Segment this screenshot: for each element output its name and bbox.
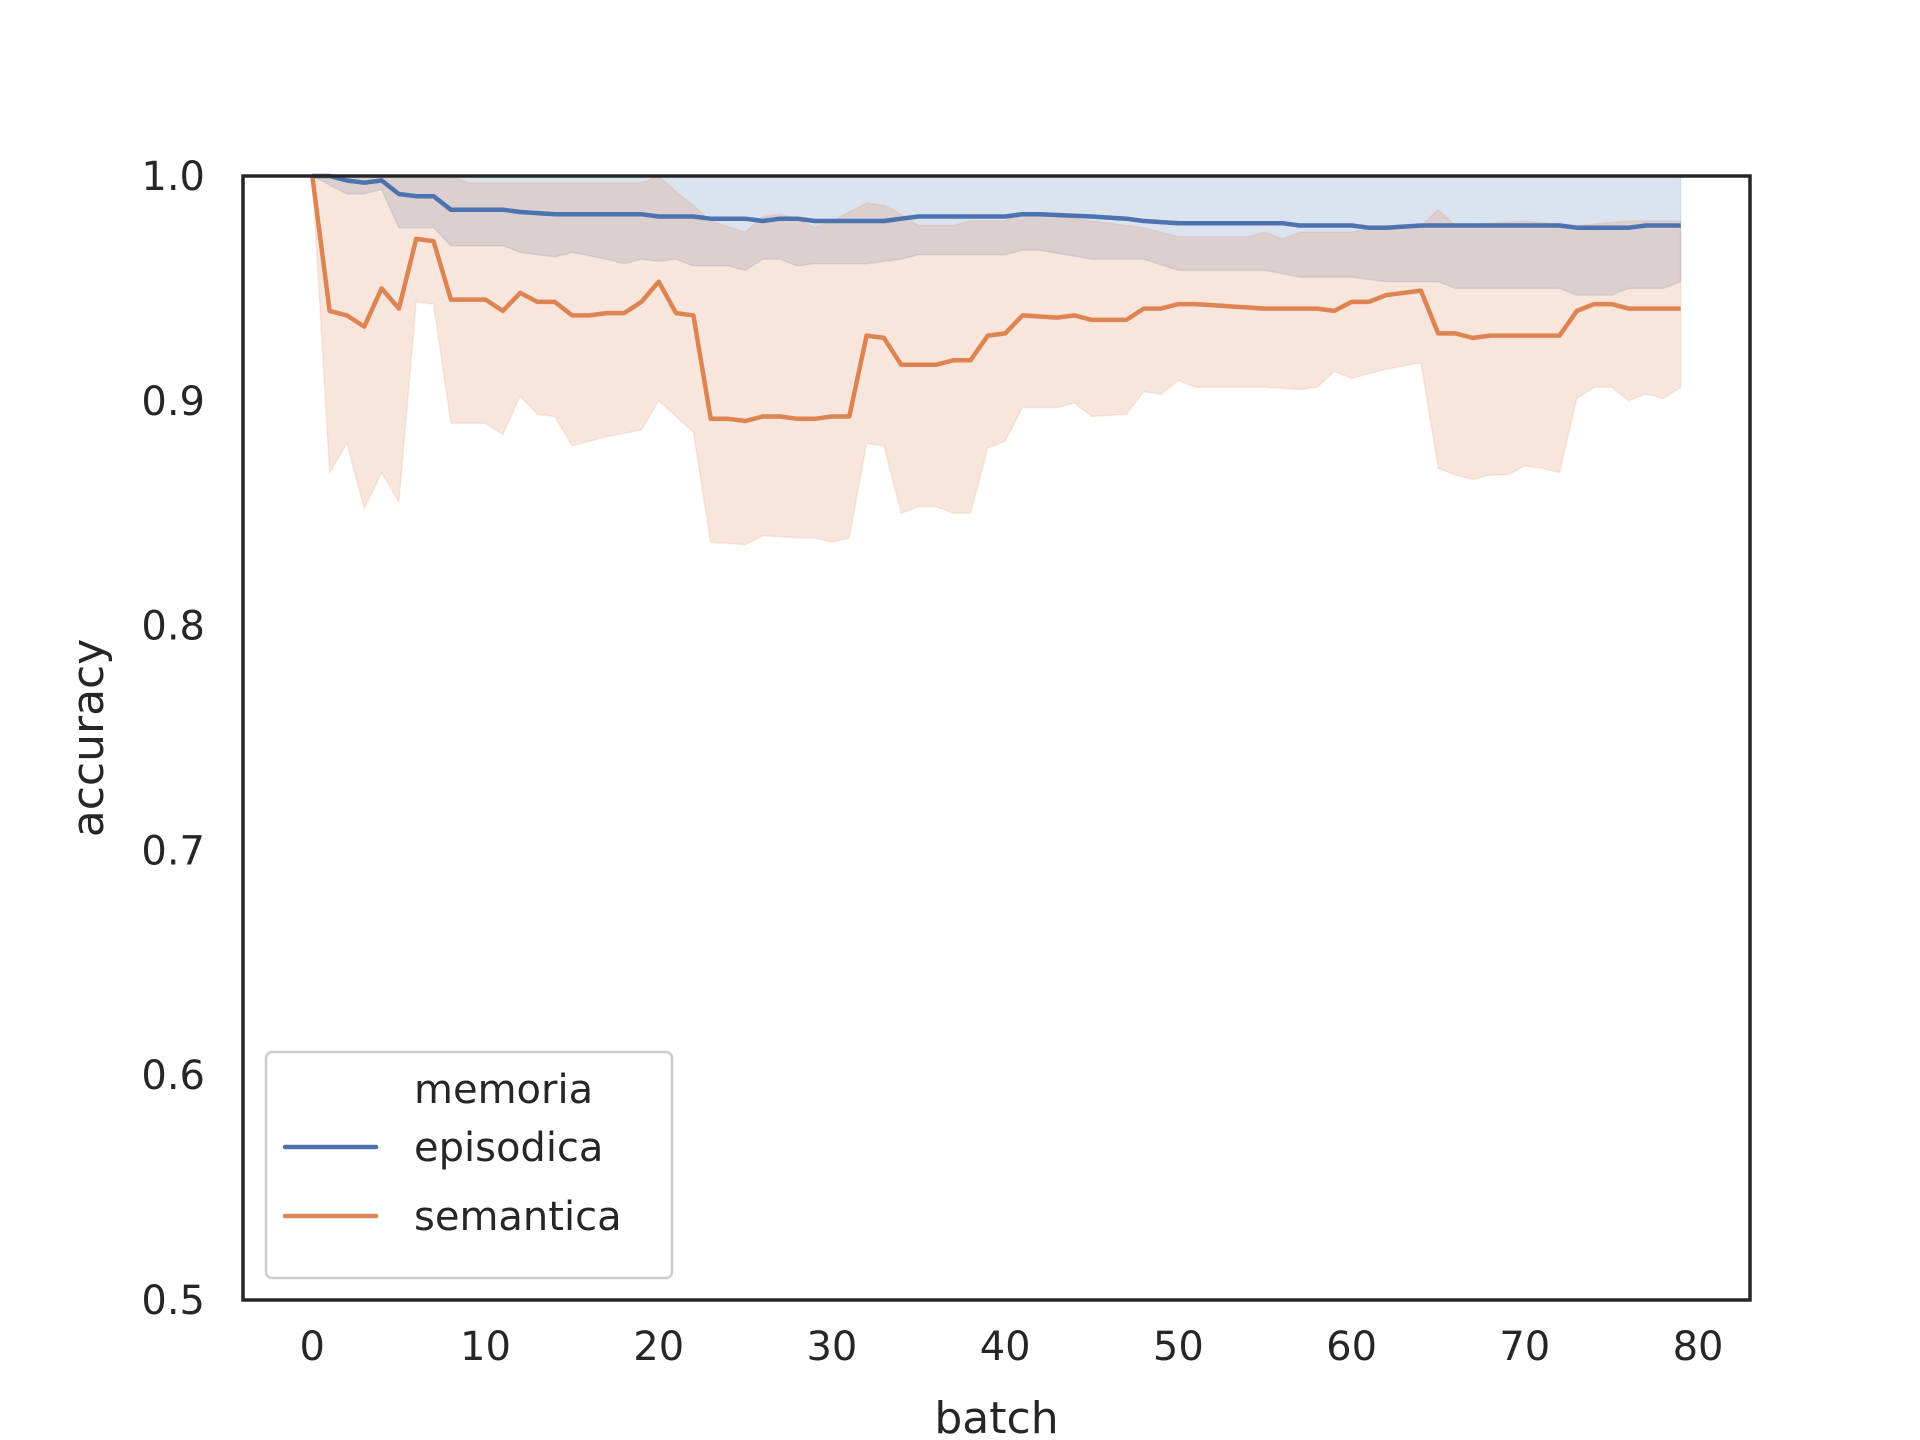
legend: memoria episodica semantica [264, 1050, 674, 1280]
y-axis-label: accuracy [63, 639, 114, 838]
x-tick-label: 0 [300, 1324, 325, 1370]
x-tick-label: 70 [1499, 1324, 1550, 1370]
y-tick-label: 0.9 [141, 379, 205, 425]
plot-frame [241, 174, 1752, 1302]
y-tick-label: 0.6 [141, 1053, 205, 1099]
y-tick-label: 1.0 [141, 154, 205, 200]
series-lines [310, 173, 1681, 424]
x-tick-label: 40 [980, 1324, 1031, 1370]
y-tick-label: 0.7 [141, 828, 205, 874]
x-tick-label: 60 [1326, 1324, 1377, 1370]
legend-box [264, 1050, 674, 1280]
x-axis-ticks: 0 10 20 30 40 50 60 70 80 [300, 1324, 1724, 1370]
legend-label-episodica: episodica [414, 1125, 603, 1171]
x-tick-label: 10 [460, 1324, 511, 1370]
y-tick-label: 0.5 [141, 1278, 205, 1324]
x-tick-label: 50 [1153, 1324, 1204, 1370]
y-axis-ticks: 0.5 0.6 0.7 0.8 0.9 1.0 [141, 154, 205, 1324]
ci-band-semantica [311, 175, 1682, 546]
x-tick-label: 80 [1673, 1324, 1724, 1370]
legend-label-semantica: semantica [414, 1194, 622, 1240]
x-axis-label: batch [934, 1393, 1058, 1440]
legend-title: memoria [414, 1067, 593, 1113]
series-line-episodica [312, 173, 1681, 230]
series-line-semantica [310, 175, 1681, 424]
x-tick-label: 30 [806, 1324, 857, 1370]
x-tick-label: 20 [633, 1324, 684, 1370]
y-tick-label: 0.8 [141, 604, 205, 650]
